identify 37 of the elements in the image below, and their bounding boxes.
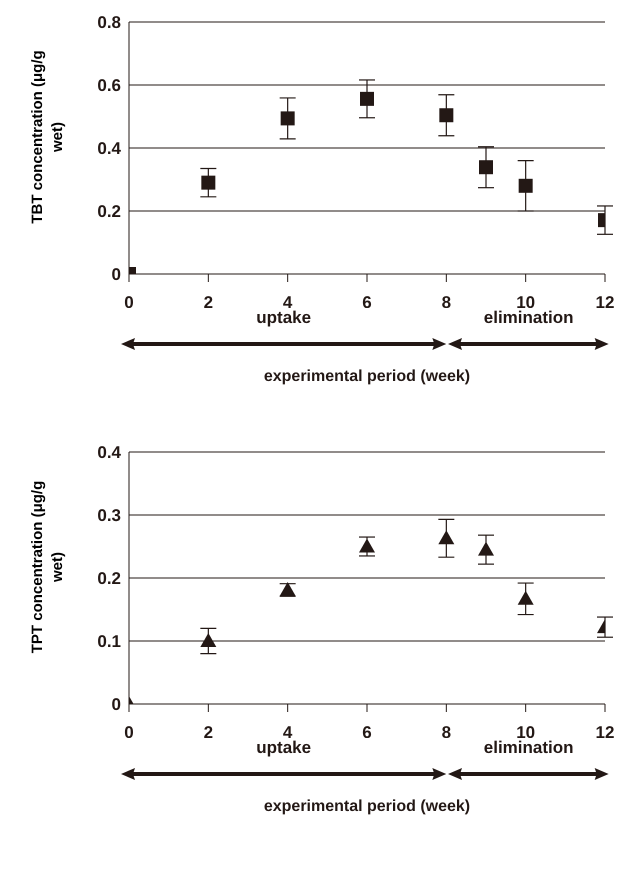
x-tick-label: 12	[596, 723, 614, 742]
x-tick-label: 6	[362, 723, 372, 742]
point	[439, 108, 454, 122]
y-tick-label: 0.8	[97, 13, 121, 32]
point	[438, 530, 454, 544]
x-tick-label: 12	[596, 293, 614, 312]
y-tick-label: 0.4	[97, 139, 122, 158]
point	[518, 178, 533, 193]
x-tick-label: 8	[442, 293, 452, 312]
point	[280, 111, 295, 126]
text: elimination	[484, 738, 574, 757]
point	[201, 176, 216, 190]
point	[478, 542, 494, 556]
point	[360, 92, 374, 106]
x-axis-title: experimental period (week)	[262, 798, 472, 816]
y-tick-label: 0	[112, 695, 121, 714]
x-tick-label: 2	[204, 293, 214, 312]
y-tick-label: 0.6	[97, 76, 121, 96]
x-axis-title: experimental period (week)	[262, 368, 472, 386]
x-tick-label: 8	[442, 723, 452, 742]
y-tick-label: 0.1	[97, 632, 121, 652]
x-tick-label: 6	[362, 293, 372, 312]
text: elimination	[484, 308, 574, 327]
y-tick-label: 0.4	[97, 443, 122, 462]
point	[359, 538, 375, 552]
y-axis-title: TBT concentration (μg/g wet)	[28, 49, 67, 226]
x-tick-label: 0	[124, 723, 134, 742]
y-axis-title: TPT concentration (μg/g wet)	[28, 480, 67, 656]
y-tick-label: 0.3	[97, 506, 121, 526]
y-tick-label: 0.2	[97, 569, 121, 588]
x-tick-label: 2	[204, 723, 214, 742]
point	[479, 160, 493, 174]
point	[518, 590, 534, 605]
point	[200, 633, 216, 647]
x-tick-label: 0	[124, 293, 134, 312]
y-tick-label: 0	[112, 265, 121, 284]
y-tick-label: 0.2	[97, 202, 121, 222]
